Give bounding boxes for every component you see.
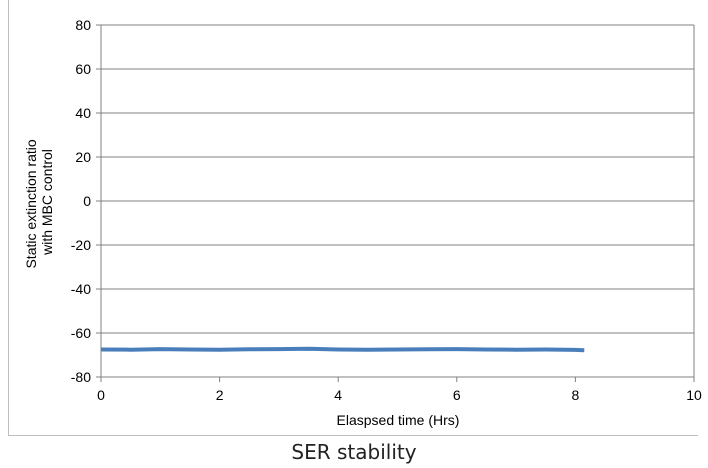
y-tick-label: -80 (71, 369, 91, 385)
series-group (100, 346, 585, 353)
x-tick-label: 10 (686, 387, 702, 403)
y-tick-labels: -80 -60 -40 -20 0 20 40 60 80 (71, 17, 91, 385)
y-axis-label-line1: Static extinction ratio (23, 139, 39, 268)
x-tick-label: 4 (334, 387, 342, 403)
y-axis-label: Static extinction ratio with MBC control (23, 135, 55, 268)
y-tick-label: 80 (75, 17, 91, 33)
chart: -80 -60 -40 -20 0 20 40 60 80 0 2 4 6 8 10 Elaspsed t… (23, 17, 702, 428)
y-tick-label: 60 (75, 61, 91, 77)
series-line-0 (100, 346, 585, 353)
x-tick-label: 0 (97, 387, 105, 403)
gridlines (96, 24, 695, 382)
y-tick-label: -20 (71, 237, 91, 253)
x-tick-label: 8 (572, 387, 580, 403)
y-tick-label: 40 (75, 105, 91, 121)
y-tick-label: -60 (71, 325, 91, 341)
x-tick-label: 6 (453, 387, 461, 403)
y-tick-label: 20 (75, 149, 91, 165)
y-tick-label: 0 (83, 193, 91, 209)
x-axis-label: Elaspsed time (Hrs) (337, 412, 460, 428)
y-axis-label-line2: with MBC control (39, 149, 55, 256)
x-tick-labels: 0 2 4 6 8 10 (97, 387, 702, 403)
figure-caption: SER stability (291, 440, 417, 464)
chart-frame (8, 0, 698, 436)
y-tick-label: -40 (71, 281, 91, 297)
x-tick-label: 2 (216, 387, 224, 403)
